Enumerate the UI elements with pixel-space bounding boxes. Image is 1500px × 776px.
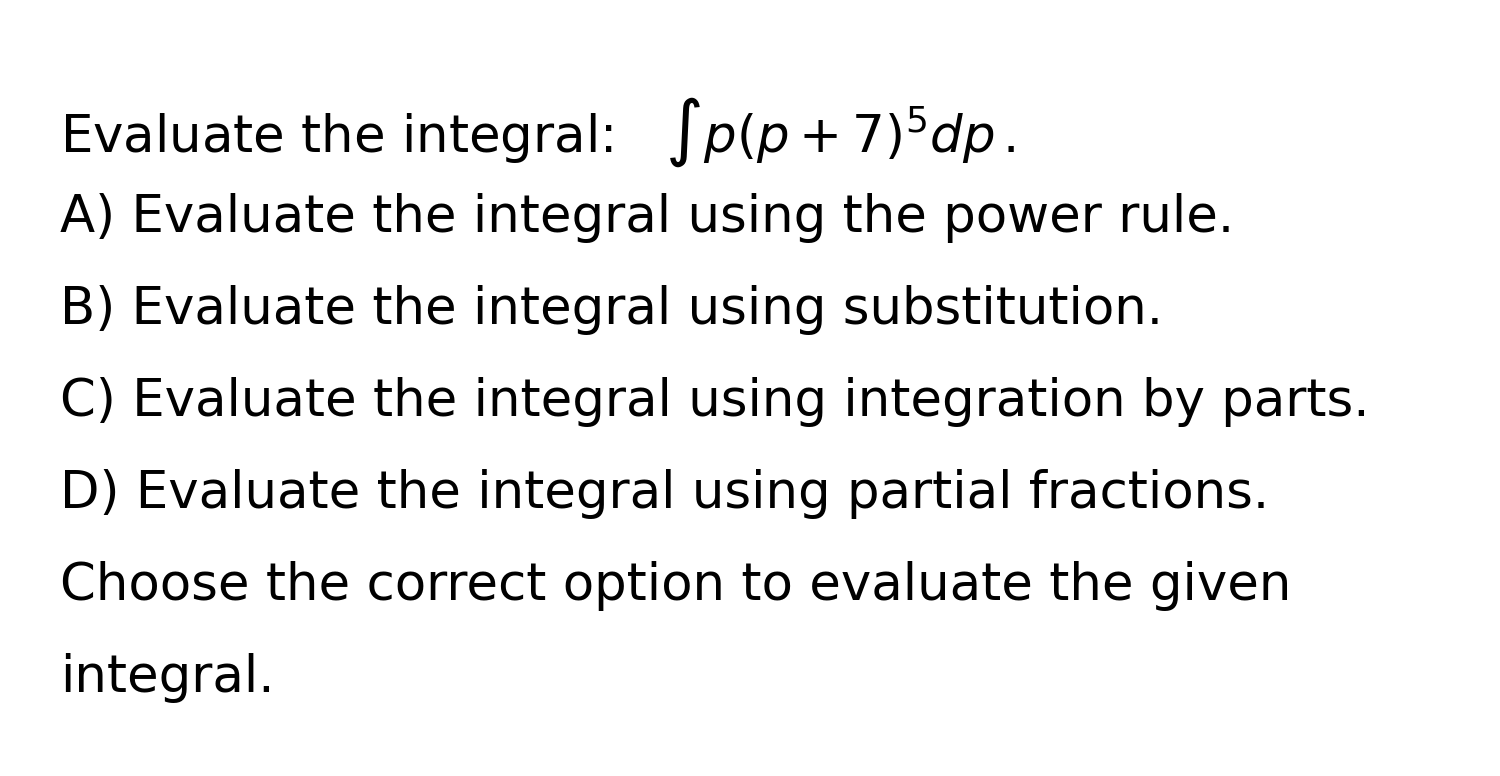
Text: integral.: integral. <box>60 653 274 703</box>
Text: A) Evaluate the integral using the power rule.: A) Evaluate the integral using the power… <box>60 193 1234 243</box>
Text: D) Evaluate the integral using partial fractions.: D) Evaluate the integral using partial f… <box>60 469 1269 519</box>
Text: B) Evaluate the integral using substitution.: B) Evaluate the integral using substitut… <box>60 285 1162 335</box>
Text: Choose the correct option to evaluate the given: Choose the correct option to evaluate th… <box>60 561 1292 611</box>
Text: C) Evaluate the integral using integration by parts.: C) Evaluate the integral using integrati… <box>60 377 1370 427</box>
Text: Evaluate the integral:   $\int p(p + 7)^5 dp\,.$: Evaluate the integral: $\int p(p + 7)^5 … <box>60 95 1016 168</box>
